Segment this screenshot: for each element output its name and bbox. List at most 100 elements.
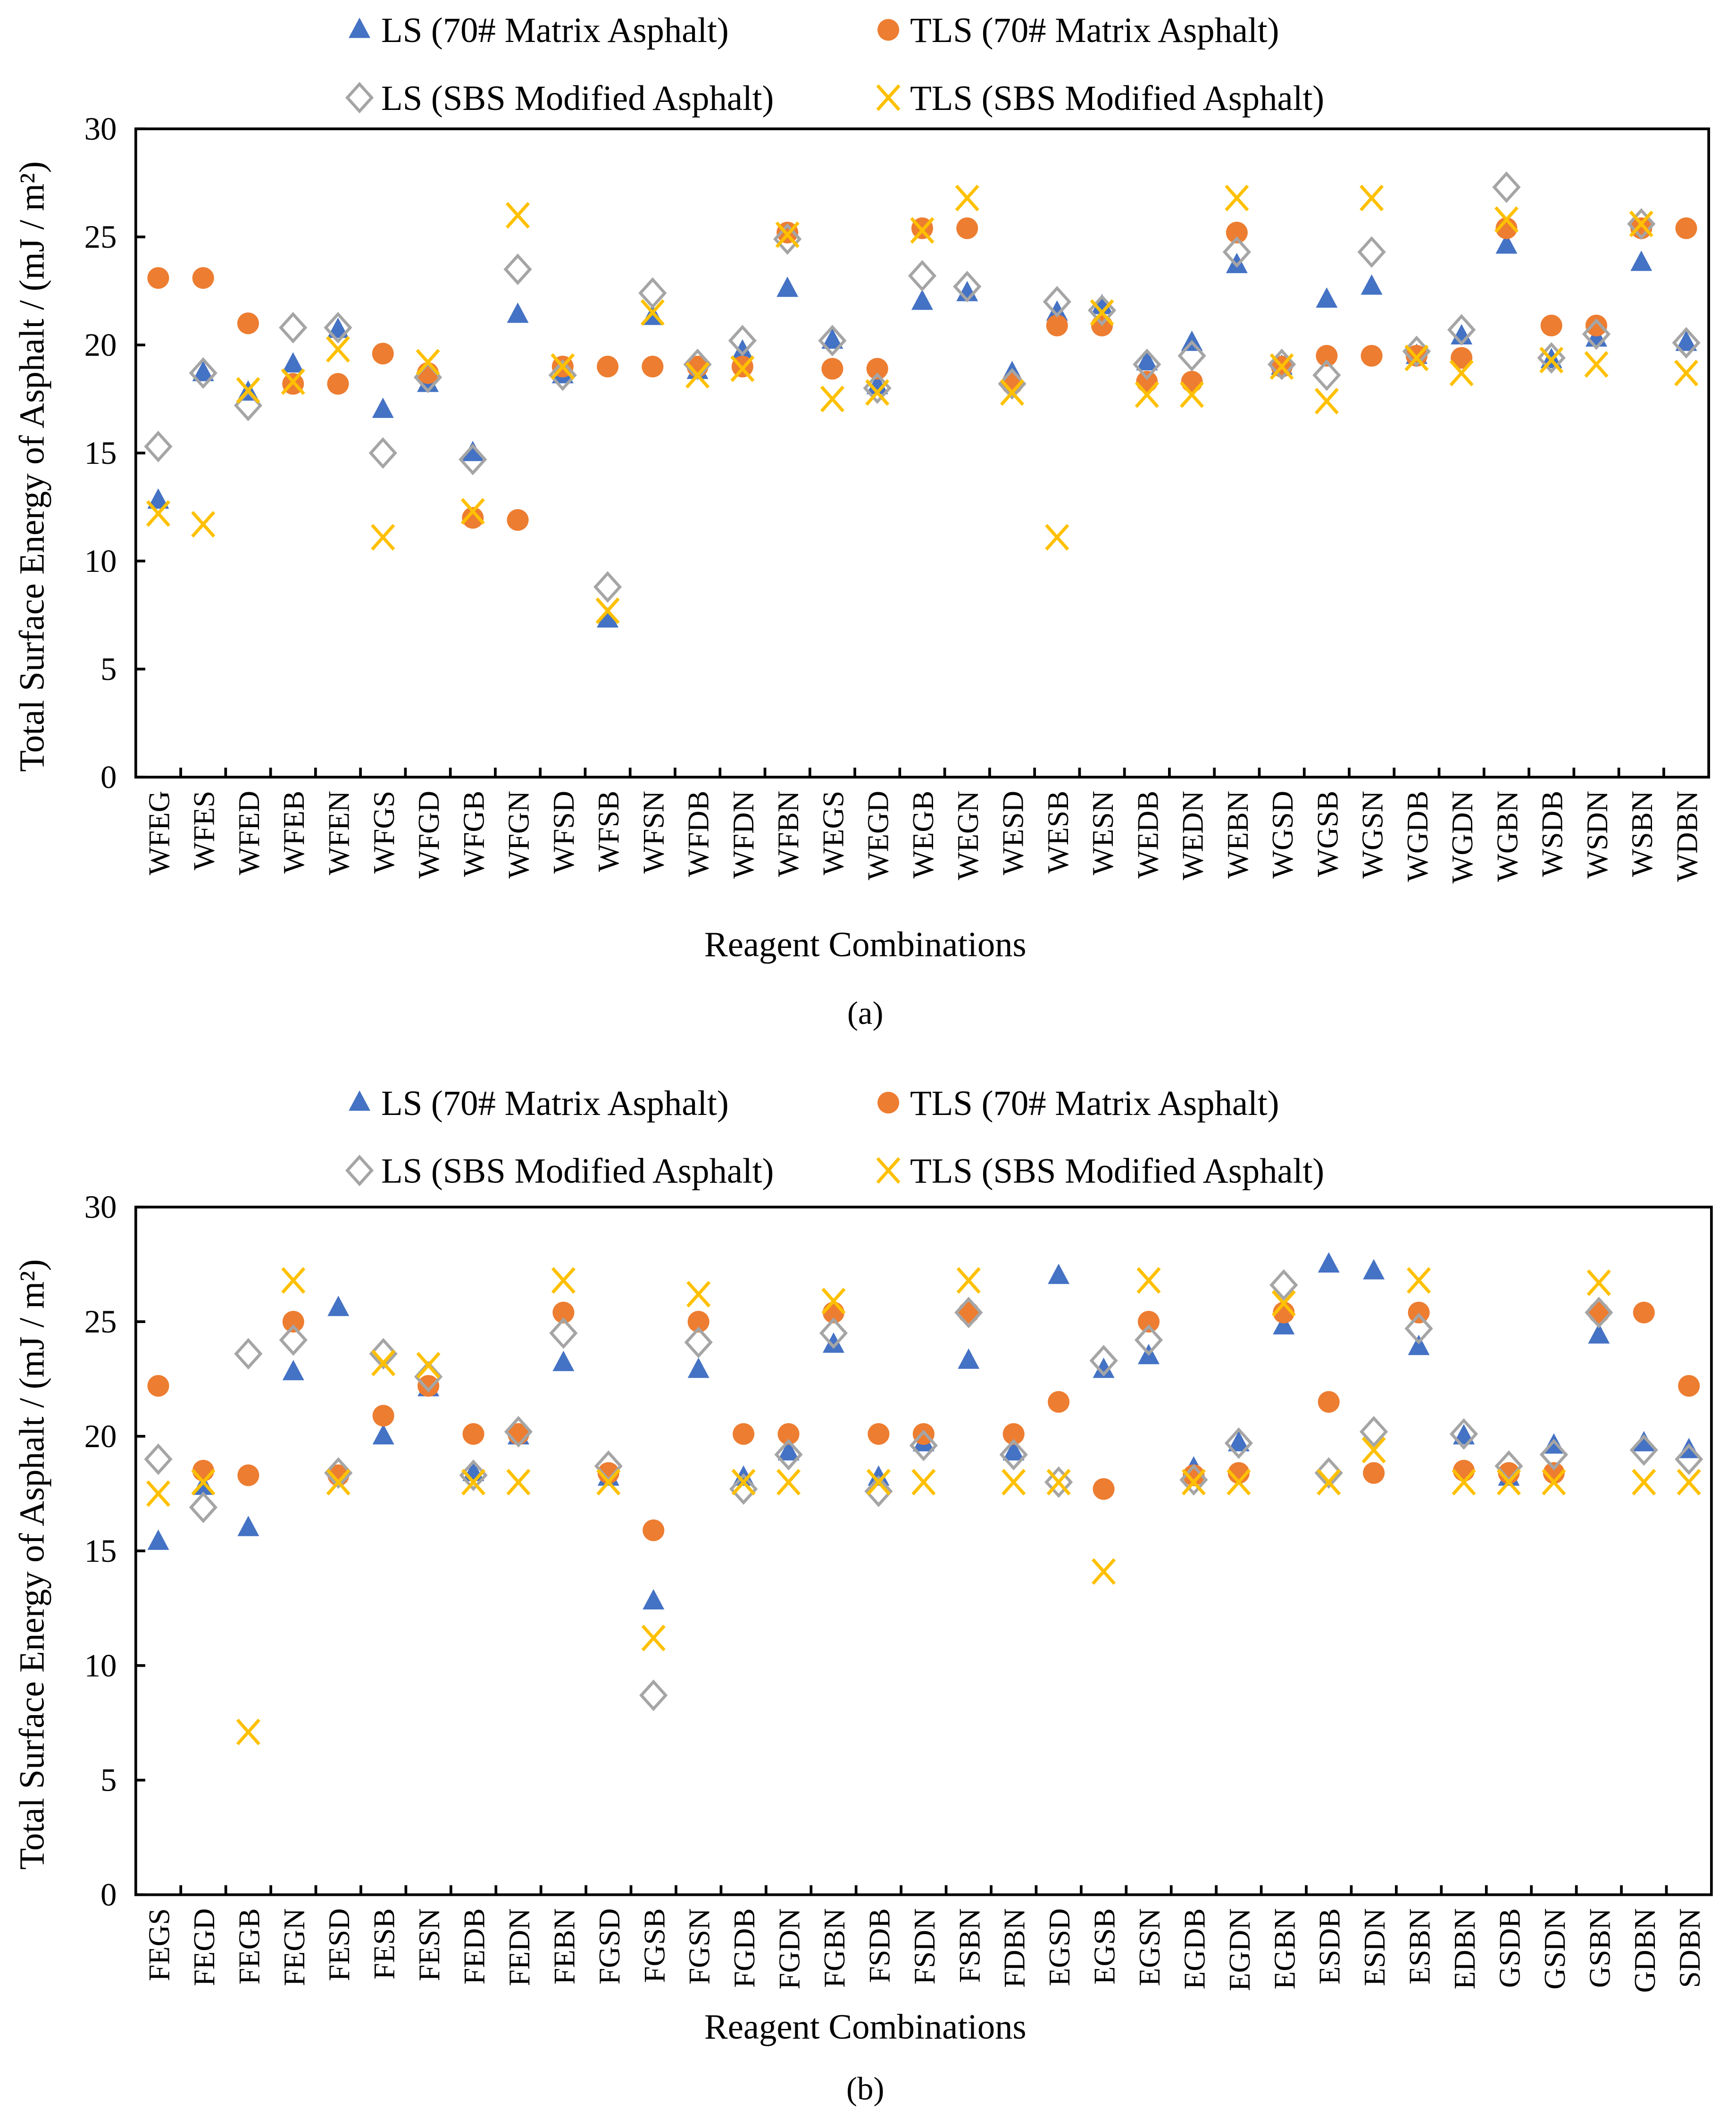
data-point xyxy=(1494,1450,1523,1482)
data-point xyxy=(324,1457,353,1489)
data-point xyxy=(1361,1437,1386,1464)
data-point xyxy=(1588,1323,1610,1344)
data-point xyxy=(1363,1259,1385,1280)
data-point xyxy=(821,1288,846,1315)
data-point xyxy=(1408,1301,1430,1324)
data-point xyxy=(1677,1469,1701,1496)
x-tick-label: WSDB xyxy=(1536,791,1569,877)
series-ls70 xyxy=(147,233,1697,628)
data-point xyxy=(279,311,308,343)
data-point xyxy=(687,1357,709,1378)
x-tick-label: WDBN xyxy=(1671,791,1704,882)
data-point xyxy=(686,1281,711,1308)
x-tick-label: WGSD xyxy=(1266,791,1299,879)
data-point xyxy=(1675,217,1697,239)
y-tick-label: 10 xyxy=(84,543,117,579)
data-point xyxy=(1312,359,1341,391)
data-point xyxy=(1357,236,1386,268)
legend-entry: LS (70# Matrix Asphalt) xyxy=(349,11,729,50)
data-point xyxy=(1494,206,1519,233)
data-point xyxy=(775,221,800,248)
data-point xyxy=(865,379,890,406)
x-tick-label: WFGN xyxy=(502,791,535,879)
data-point xyxy=(1271,1290,1296,1317)
x-tick-label: EGDN xyxy=(1223,1908,1256,1991)
x-tick-label: FESB xyxy=(368,1908,401,1979)
data-point xyxy=(460,498,485,525)
legend-label: LS (SBS Modified Asphalt) xyxy=(381,79,774,118)
data-point xyxy=(1134,1324,1163,1356)
x-tick-label: WEGB xyxy=(907,791,940,879)
data-point xyxy=(595,597,620,624)
x-tick-label: WGDB xyxy=(1401,791,1434,882)
x-tick-label: FEGD xyxy=(188,1908,221,1986)
data-point xyxy=(282,352,304,373)
data-point xyxy=(1133,348,1161,380)
data-point xyxy=(1408,1334,1430,1355)
data-point xyxy=(1183,1464,1205,1486)
legend-entry: TLS (SBS Modified Asphalt) xyxy=(876,1152,1324,1191)
data-point xyxy=(1630,251,1653,271)
data-point xyxy=(552,1301,575,1324)
data-point xyxy=(1090,299,1114,326)
x-tick-label: WGBN xyxy=(1491,791,1524,882)
data-point xyxy=(1314,387,1339,415)
x-tick-label: GSDN xyxy=(1538,1908,1571,1989)
chart-b: LS (70# Matrix Asphalt) TLS (70# Matrix A… xyxy=(12,1084,1713,2107)
data-point xyxy=(777,1440,800,1461)
y-tick-label: 30 xyxy=(84,111,117,147)
data-point xyxy=(1318,1391,1340,1413)
data-point xyxy=(1269,1269,1298,1301)
data-point xyxy=(958,1348,980,1369)
data-point xyxy=(1044,1466,1073,1498)
data-point xyxy=(1087,294,1117,327)
x-tick-label: EGSB xyxy=(1088,1908,1121,1985)
data-point xyxy=(189,1491,218,1524)
data-point xyxy=(597,355,619,377)
data-point xyxy=(1678,1375,1700,1397)
data-point xyxy=(504,1416,533,1448)
data-point xyxy=(1138,1311,1160,1333)
data-point xyxy=(1181,370,1203,393)
data-point xyxy=(146,500,171,527)
x-tick-label: FSBN xyxy=(953,1908,986,1983)
data-point xyxy=(1226,221,1248,243)
data-point xyxy=(1582,318,1611,350)
data-point xyxy=(1495,217,1518,239)
y-axis-label: Total Surface Energy of Asphalt / (mJ / … xyxy=(12,1259,51,1870)
data-point xyxy=(1226,252,1248,273)
x-tick-label: FGDB xyxy=(728,1908,761,1988)
data-point xyxy=(1089,1345,1118,1377)
data-point xyxy=(507,509,529,531)
data-point xyxy=(324,311,352,343)
data-point xyxy=(910,217,935,244)
data-point xyxy=(818,325,847,357)
panel-label: (a) xyxy=(847,995,884,1031)
data-point xyxy=(1316,287,1338,308)
y-tick-label: 25 xyxy=(84,1304,117,1340)
data-point xyxy=(1540,314,1562,336)
legend-entry: LS (SBS Modified Asphalt) xyxy=(345,1152,774,1191)
legend-marker-circle xyxy=(877,1091,900,1114)
data-point xyxy=(594,1450,623,1482)
data-point xyxy=(1629,210,1653,237)
data-point xyxy=(1674,360,1699,386)
panel-label: (b) xyxy=(846,2071,884,2107)
x-tick-label: WFSN xyxy=(637,791,670,874)
x-tick-label: WFEG xyxy=(142,791,175,875)
x-tick-label: ESDB xyxy=(1313,1908,1346,1985)
x-tick-label: WEGS xyxy=(817,791,850,875)
data-point xyxy=(372,397,394,418)
data-point xyxy=(1316,344,1338,367)
y-tick-label: 15 xyxy=(84,435,117,471)
data-point xyxy=(1043,285,1071,318)
data-point xyxy=(236,377,260,404)
data-point xyxy=(1046,1469,1071,1496)
data-point xyxy=(1633,1431,1655,1451)
x-tick-label: WGDN xyxy=(1446,791,1479,884)
x-tick-label: WFGB xyxy=(457,791,490,877)
data-point xyxy=(1453,1459,1475,1482)
data-point xyxy=(868,1423,890,1445)
data-point xyxy=(640,299,665,326)
